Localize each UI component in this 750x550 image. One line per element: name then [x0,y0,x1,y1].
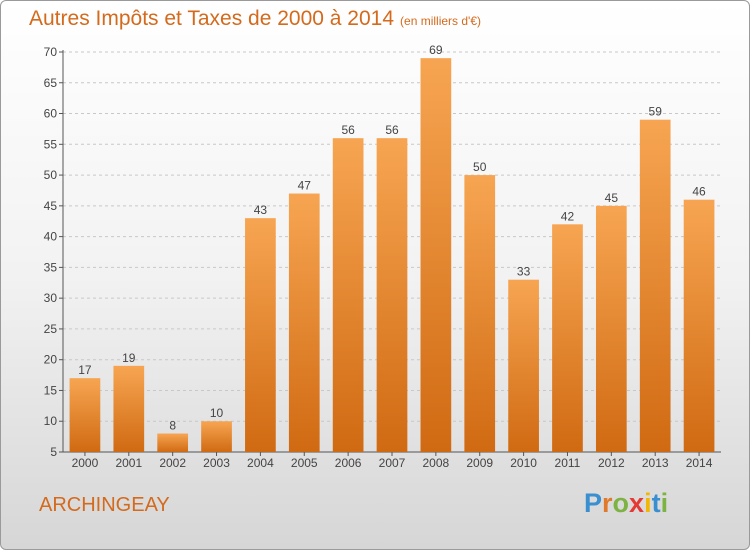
logo-letter: i [660,488,669,518]
y-tick-label: 65 [44,76,58,90]
bar [420,58,452,453]
x-tick-label: 2004 [247,456,274,470]
x-tick-label: 2005 [291,456,318,470]
x-tick-label: 2003 [203,456,230,470]
commune-name: ARCHINGEAY [39,494,170,516]
labels: 5 10 15 20 25 30 35 40 45 50 55 60 65 70 17 2000 19 2001 8… [44,43,713,470]
bar [464,175,496,453]
logo-letter: x [629,488,645,518]
data-label: 59 [649,105,663,119]
y-tick-label: 70 [44,45,58,59]
y-tick-label: 55 [44,137,58,151]
x-tick-label: 2012 [598,456,625,470]
data-label: 17 [78,363,92,377]
data-label: 42 [561,209,575,223]
proxiti-logo: Proxiti [584,488,668,519]
bar [288,193,320,453]
data-label: 56 [341,123,355,137]
logo-letter: r [602,488,613,518]
data-label: 19 [122,351,136,365]
data-label: 43 [254,203,268,217]
x-tick-label: 2009 [466,456,493,470]
y-tick-label: 5 [50,445,57,459]
data-label: 46 [692,185,706,199]
x-tick-label: 2007 [379,456,406,470]
x-tick-label: 2006 [335,456,362,470]
x-tick-label: 2014 [686,456,713,470]
chart-title: Autres Impôts et Taxes de 2000 à 2014 (en… [29,7,481,31]
x-tick-label: 2010 [510,456,537,470]
y-tick-label: 15 [44,383,58,397]
data-label: 56 [385,123,399,137]
bar [552,224,583,452]
bar [683,199,715,452]
data-label: 50 [473,160,487,174]
data-label: 47 [298,179,312,193]
y-tick-label: 10 [44,414,58,428]
logo-letter: o [612,488,630,518]
y-tick-label: 35 [44,260,58,274]
y-tick-label: 30 [44,291,58,305]
data-label: 8 [169,419,176,433]
data-label: 69 [429,43,443,57]
y-tick-label: 45 [44,199,58,213]
bar [376,138,408,452]
data-label: 45 [605,191,619,205]
bar [595,205,627,452]
bars [69,58,715,453]
x-tick-label: 2002 [159,456,186,470]
x-tick-label: 2013 [642,456,669,470]
bar [113,365,145,452]
x-tick-label: 2000 [72,456,99,470]
data-label: 33 [517,265,531,279]
y-tick-label: 40 [44,230,58,244]
bar [639,119,671,452]
data-label: 10 [210,406,224,420]
bar [201,421,232,452]
logo-letter: t [651,488,661,518]
bar [508,279,539,452]
y-tick-label: 60 [44,107,58,121]
y-tick-label: 50 [44,168,58,182]
chart-title-text: Autres Impôts et Taxes de 2000 à 2014 [29,7,395,30]
y-tick-label: 25 [44,322,58,336]
logo-letter: P [584,488,603,518]
bar [332,138,364,452]
x-tick-label: 2011 [555,456,581,470]
x-tick-label: 2001 [115,456,142,470]
bar [245,218,276,452]
bar [157,433,189,452]
unit-label: (en milliers d'€) [400,14,482,28]
y-tick-label: 20 [44,353,58,367]
x-tick-label: 2008 [423,456,450,470]
bar [69,378,101,452]
logo-letter: i [644,488,652,518]
